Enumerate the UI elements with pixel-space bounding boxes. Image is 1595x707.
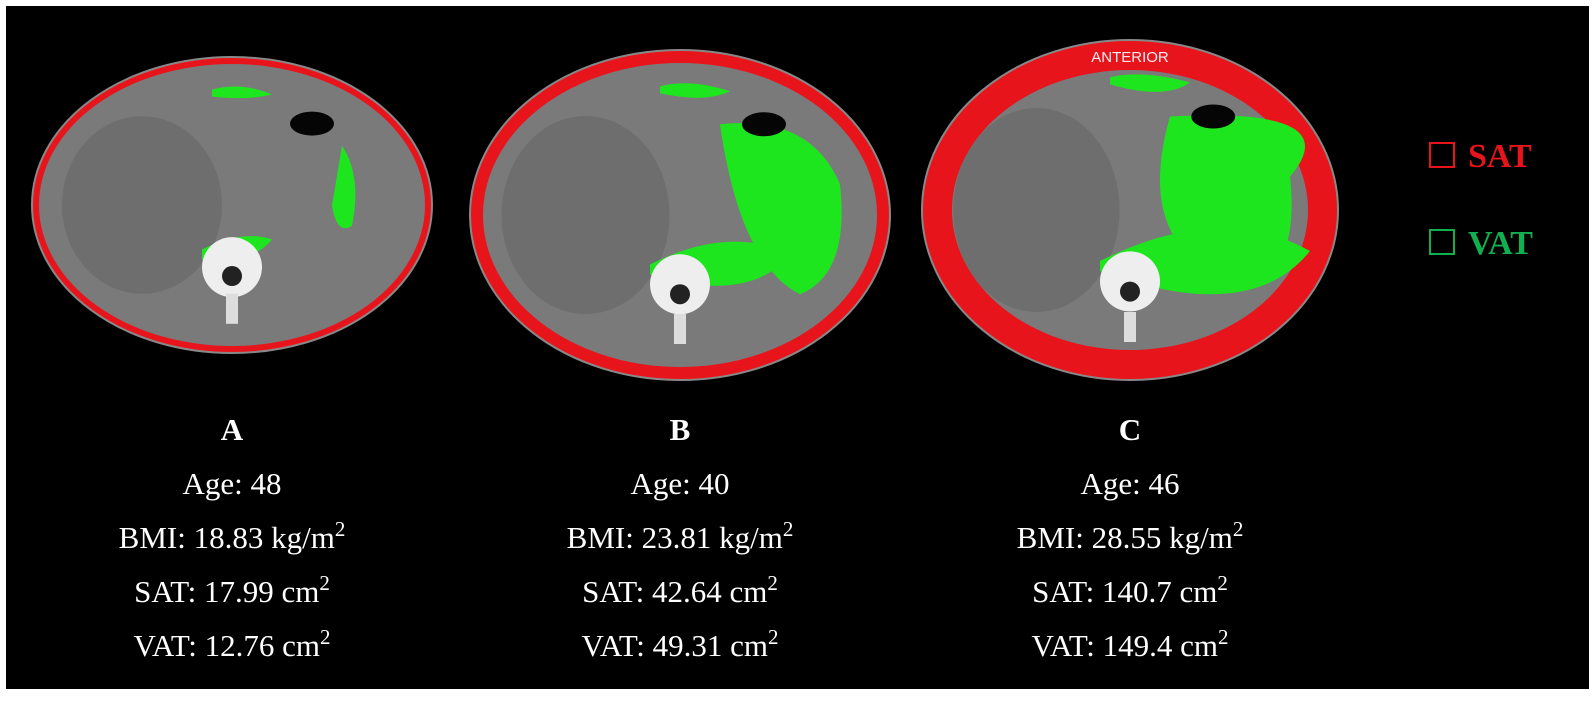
superscript: 2 [320, 625, 331, 649]
superscript: 2 [767, 571, 778, 595]
bmi-value: BMI: 18.83 kg/m [119, 520, 335, 555]
superscript: 2 [783, 517, 794, 541]
vat-region [720, 123, 842, 295]
panel-label: B [670, 412, 691, 447]
vat-region [660, 83, 730, 98]
annotation: ANTERIOR [1091, 49, 1169, 66]
spinous-process [226, 293, 238, 324]
legend-label: VAT [1468, 225, 1533, 262]
legend-swatch [1429, 142, 1455, 168]
vat-value: VAT: 149.4 cm [1032, 628, 1218, 663]
superscript: 2 [768, 625, 779, 649]
vat-region [332, 145, 356, 229]
spinal-canal [1120, 281, 1140, 302]
vat-text: VAT: 12.76 cm2 [134, 625, 331, 663]
vat-region [212, 86, 272, 99]
vat-text: VAT: 149.4 cm2 [1032, 625, 1229, 663]
sat-value: SAT: 140.7 cm [1032, 574, 1217, 609]
vertebra [1100, 251, 1160, 312]
bmi-value: BMI: 23.81 kg/m [567, 520, 783, 555]
sat-value: SAT: 17.99 cm [134, 574, 319, 609]
vat-value: VAT: 49.31 cm [582, 628, 768, 663]
vat-text: VAT: 49.31 cm2 [582, 625, 779, 663]
panel-label: A [221, 412, 244, 447]
sat-text: SAT: 140.7 cm2 [1032, 571, 1228, 609]
age: Age: 48 [182, 466, 281, 501]
age: Age: 40 [630, 466, 729, 501]
vat-region [1160, 115, 1305, 287]
age: Age: 46 [1080, 466, 1179, 501]
liver [501, 116, 670, 314]
superscript: 2 [1218, 625, 1229, 649]
gas [742, 112, 786, 137]
bmi-text: BMI: 23.81 kg/m2 [567, 517, 794, 555]
spinal-canal [222, 266, 242, 287]
superscript: 2 [1217, 571, 1228, 595]
liver [62, 116, 222, 294]
panel-label: C [1119, 412, 1141, 447]
spinous-process [674, 314, 686, 344]
bmi-text: BMI: 28.55 kg/m2 [1017, 517, 1244, 555]
legend-label: SAT [1468, 138, 1532, 175]
sat-text: SAT: 42.64 cm2 [582, 571, 778, 609]
superscript: 2 [1233, 517, 1244, 541]
superscript: 2 [335, 517, 346, 541]
sat-value: SAT: 42.64 cm [582, 574, 767, 609]
legend-swatch [1429, 229, 1455, 255]
gas [290, 111, 334, 136]
sat-text: SAT: 17.99 cm2 [134, 571, 330, 609]
bmi-value: BMI: 28.55 kg/m [1017, 520, 1233, 555]
spinal-canal [670, 284, 690, 305]
vat-value: VAT: 12.76 cm [134, 628, 320, 663]
bmi-text: BMI: 18.83 kg/m2 [119, 517, 346, 555]
vat-region [1110, 74, 1190, 92]
spinous-process [1124, 312, 1136, 342]
gas [1191, 104, 1236, 129]
superscript: 2 [319, 571, 330, 595]
liver [953, 108, 1120, 312]
